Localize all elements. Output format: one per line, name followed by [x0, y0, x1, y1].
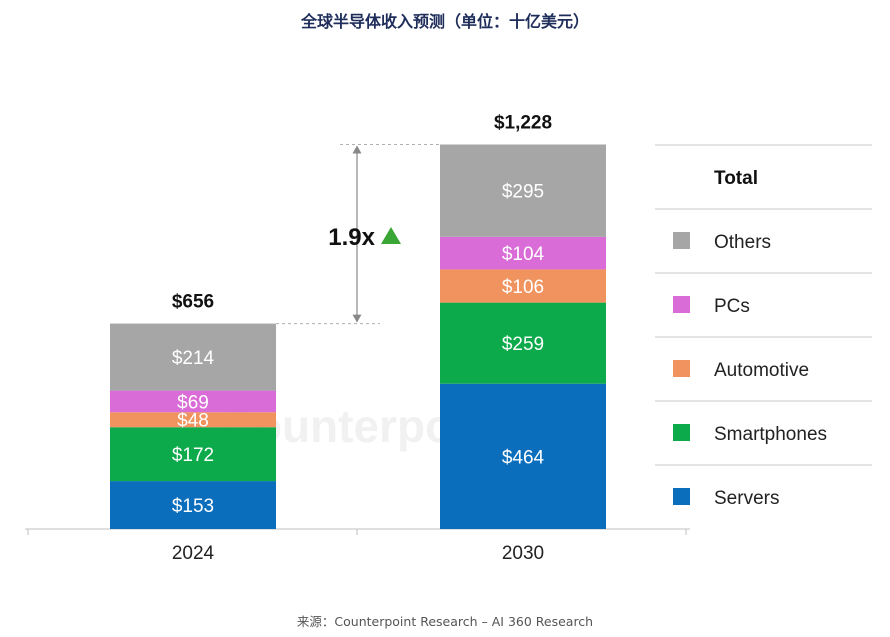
bar-segment-automotive [110, 412, 276, 428]
arrow-head-up-icon [352, 145, 362, 154]
data-label: $464 [502, 447, 545, 468]
total-label: $656 [172, 292, 214, 313]
legend-label: PCs [714, 296, 750, 317]
data-label: $153 [172, 496, 214, 517]
growth-multiplier-label: 1.9x [328, 224, 375, 251]
legend-label: Others [714, 232, 771, 253]
bar-segment-smartphones [110, 427, 276, 482]
legend-swatch [673, 424, 690, 441]
triangle-up-icon [381, 227, 401, 244]
legend-title: Total [714, 168, 758, 189]
data-label: $69 [177, 392, 209, 413]
legend-swatch [673, 488, 690, 505]
source-note: 来源：Counterpoint Research – AI 360 Resear… [296, 614, 594, 629]
data-label: $106 [502, 277, 544, 298]
bar-segment-servers [440, 383, 606, 529]
legend-swatch [673, 360, 690, 377]
bar-segment-others [440, 144, 606, 237]
bar-segment-servers [110, 481, 276, 529]
legend-label: Servers [714, 488, 779, 509]
data-label: $104 [502, 244, 545, 265]
bar-segment-others [110, 323, 276, 391]
x-tick-label: 2024 [172, 543, 215, 564]
bar-segment-pcs [440, 236, 606, 270]
x-tick-label: 2030 [502, 543, 544, 564]
data-label: $259 [502, 334, 544, 355]
legend-swatch [673, 296, 690, 313]
data-label: $295 [502, 182, 544, 203]
data-label: $172 [172, 445, 214, 466]
legend-swatch [673, 232, 690, 249]
bar-segment-automotive [440, 269, 606, 303]
bar-segment-pcs [110, 390, 276, 413]
legend-label: Smartphones [714, 424, 827, 445]
bar-segment-smartphones [440, 302, 606, 384]
legend-label: Automotive [714, 360, 809, 381]
arrow-head-down-icon [352, 314, 362, 323]
data-label: $48 [177, 411, 209, 432]
chart-title: 全球半导体收入预测（单位：十亿美元） [300, 12, 589, 31]
data-label: $214 [172, 348, 215, 369]
total-label: $1,228 [494, 113, 552, 134]
